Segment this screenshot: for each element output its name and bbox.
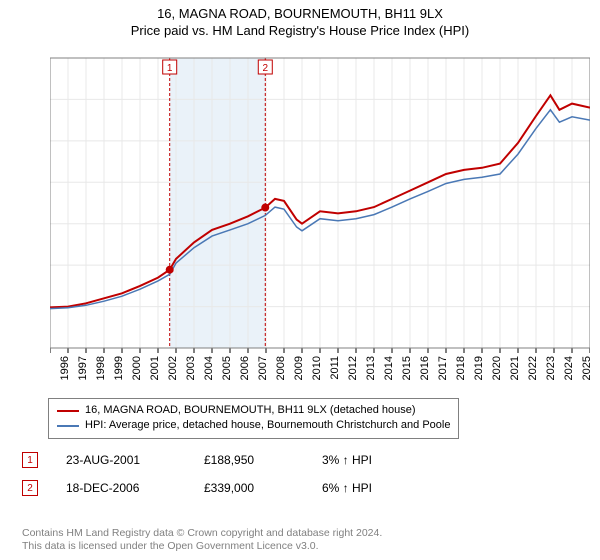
svg-text:2002: 2002 (167, 356, 179, 380)
sale-tag: 2 (22, 480, 38, 496)
svg-text:1997: 1997 (77, 356, 89, 380)
svg-text:2014: 2014 (383, 356, 395, 380)
sale-price: £188,950 (204, 453, 294, 467)
svg-text:2001: 2001 (149, 356, 161, 380)
svg-text:2006: 2006 (239, 356, 251, 380)
legend: 16, MAGNA ROAD, BOURNEMOUTH, BH11 9LX (d… (48, 398, 459, 439)
page-title: 16, MAGNA ROAD, BOURNEMOUTH, BH11 9LX (0, 0, 600, 21)
sale-date: 23-AUG-2001 (66, 453, 176, 467)
svg-text:2018: 2018 (455, 356, 467, 380)
svg-text:2015: 2015 (401, 356, 413, 380)
svg-text:2016: 2016 (419, 356, 431, 380)
chart-area: £0£100K£200K£300K£400K£500K£600K£700K199… (50, 48, 590, 388)
svg-text:1995: 1995 (50, 356, 53, 380)
svg-text:2000: 2000 (131, 356, 143, 380)
sale-delta: 3% ↑ HPI (322, 453, 412, 467)
svg-text:2013: 2013 (365, 356, 377, 380)
svg-text:2025: 2025 (581, 356, 590, 380)
svg-text:2024: 2024 (563, 356, 575, 380)
svg-text:1998: 1998 (95, 356, 107, 380)
svg-text:1996: 1996 (59, 356, 71, 380)
sales-table: 1 23-AUG-2001 £188,950 3% ↑ HPI 2 18-DEC… (22, 446, 412, 502)
sale-date: 18-DEC-2006 (66, 481, 176, 495)
svg-text:2022: 2022 (527, 356, 539, 380)
svg-text:2017: 2017 (437, 356, 449, 380)
sale-price: £339,000 (204, 481, 294, 495)
legend-item: HPI: Average price, detached house, Bour… (57, 418, 450, 433)
legend-swatch (57, 410, 79, 412)
svg-text:2004: 2004 (203, 356, 215, 380)
svg-text:1999: 1999 (113, 356, 125, 380)
svg-text:2007: 2007 (257, 356, 269, 380)
page-subtitle: Price paid vs. HM Land Registry's House … (0, 21, 600, 38)
svg-text:2023: 2023 (545, 356, 557, 380)
attrib-line: Contains HM Land Registry data © Crown c… (22, 527, 382, 541)
table-row: 2 18-DEC-2006 £339,000 6% ↑ HPI (22, 474, 412, 502)
svg-text:2011: 2011 (329, 356, 341, 380)
table-row: 1 23-AUG-2001 £188,950 3% ↑ HPI (22, 446, 412, 474)
svg-text:2: 2 (262, 63, 268, 74)
svg-text:2008: 2008 (275, 356, 287, 380)
svg-text:2003: 2003 (185, 356, 197, 380)
legend-label: 16, MAGNA ROAD, BOURNEMOUTH, BH11 9LX (d… (85, 403, 416, 418)
legend-item: 16, MAGNA ROAD, BOURNEMOUTH, BH11 9LX (d… (57, 403, 450, 418)
legend-label: HPI: Average price, detached house, Bour… (85, 418, 450, 433)
svg-text:2019: 2019 (473, 356, 485, 380)
sale-delta: 6% ↑ HPI (322, 481, 412, 495)
svg-text:2010: 2010 (311, 356, 323, 380)
svg-text:2012: 2012 (347, 356, 359, 380)
sale-tag: 1 (22, 452, 38, 468)
svg-text:2005: 2005 (221, 356, 233, 380)
svg-text:2021: 2021 (509, 356, 521, 380)
svg-text:1: 1 (167, 63, 173, 74)
line-chart: £0£100K£200K£300K£400K£500K£600K£700K199… (50, 48, 590, 388)
svg-text:2009: 2009 (293, 356, 305, 380)
svg-text:2020: 2020 (491, 356, 503, 380)
legend-swatch (57, 425, 79, 427)
attrib-line: This data is licensed under the Open Gov… (22, 540, 382, 554)
attribution: Contains HM Land Registry data © Crown c… (22, 527, 382, 554)
